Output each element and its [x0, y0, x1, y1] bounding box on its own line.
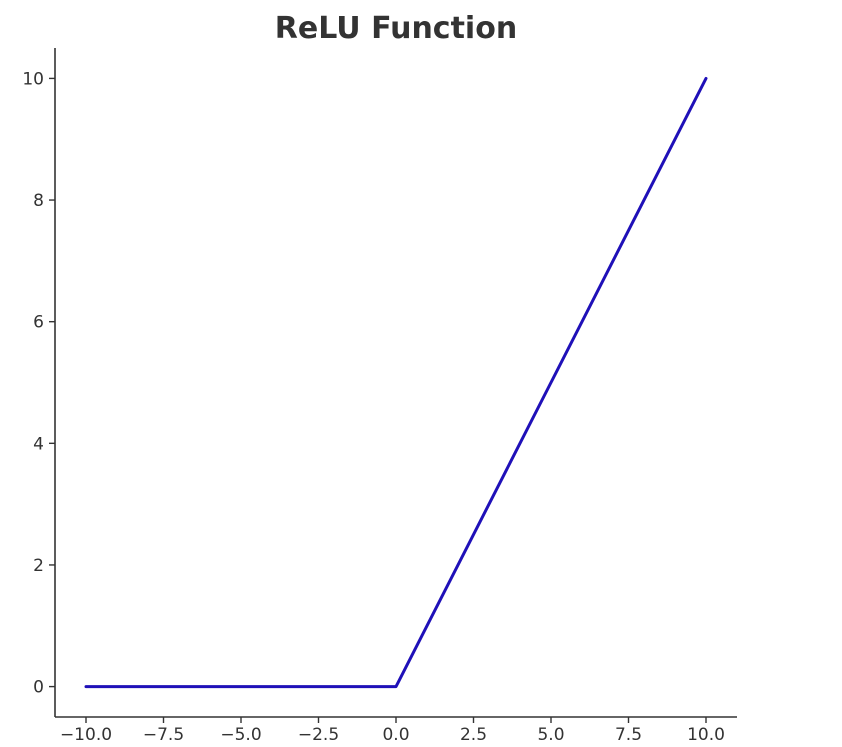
x-tick-label: −5.0 — [220, 725, 261, 745]
x-tick-label: 2.5 — [460, 725, 487, 745]
y-tick-label: 4 — [33, 434, 44, 454]
x-tick-label: 7.5 — [615, 725, 642, 745]
y-tick-label: 8 — [33, 191, 44, 211]
relu-line — [84, 76, 708, 689]
y-tick-label: 2 — [33, 556, 44, 576]
x-tick-label: −2.5 — [298, 725, 339, 745]
x-tick-label: −10.0 — [60, 725, 112, 745]
chart-title: ReLU Function — [275, 11, 517, 46]
x-tick-label: 10.0 — [687, 725, 725, 745]
x-tick-label: −7.5 — [143, 725, 184, 745]
y-tick-label: 0 — [33, 678, 44, 698]
y-tick-label: 6 — [33, 313, 44, 333]
y-tick-label: 10 — [22, 69, 44, 89]
plot-area — [84, 76, 708, 689]
x-tick-label: 0.0 — [382, 725, 409, 745]
x-tick-label: 5.0 — [537, 725, 564, 745]
axes: −10.0 −7.5 −5.0 −2.5 0.0 2.5 5.0 7.5 10.0 0 2 4 6 8 10 — [22, 48, 737, 745]
